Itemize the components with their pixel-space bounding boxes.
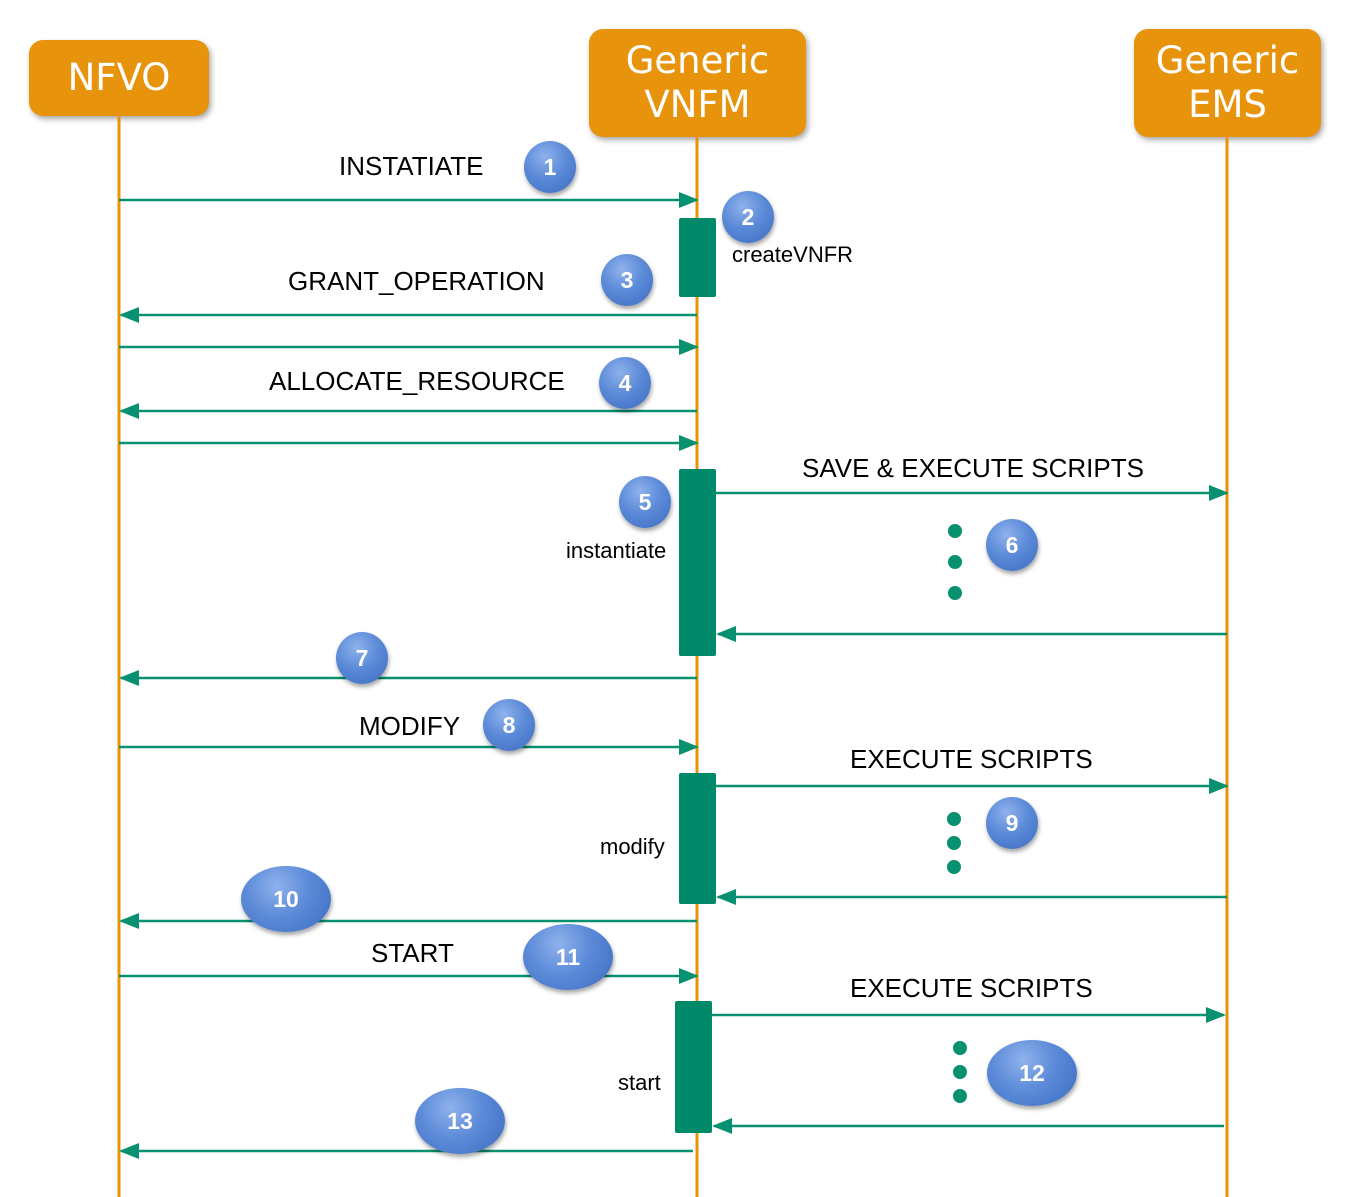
step-badge-10: 10 (241, 866, 331, 932)
ellipsis-dot (953, 1089, 967, 1103)
step-badge-7: 7 (336, 632, 388, 684)
step-badge-12: 12 (987, 1040, 1077, 1106)
message-label-save-execute-scripts: SAVE & EXECUTE SCRIPTS (802, 453, 1144, 483)
step-badge-1: 1 (524, 141, 576, 193)
step-badge-9: 9 (986, 797, 1038, 849)
message-label-modify: MODIFY (359, 711, 461, 741)
message-label-allocate-resource: ALLOCATE_RESOURCE (269, 366, 565, 396)
step-badge-3: 3 (601, 254, 653, 306)
message-label-execute-scripts-2: EXECUTE SCRIPTS (850, 973, 1093, 1003)
step-badge-6: 6 (986, 519, 1038, 571)
message-label-start: START (371, 938, 454, 968)
actor-generic-ems: Generic EMS (1134, 29, 1321, 137)
step-badge-5: 5 (619, 476, 671, 528)
step-badge-2: 2 (722, 191, 774, 243)
message-label-grant-operation: GRANT_OPERATION (288, 266, 545, 296)
message-label-execute-scripts-1: EXECUTE SCRIPTS (850, 744, 1093, 774)
actor-generic-vnfm: Generic VNFM (589, 29, 806, 137)
activation-modify (679, 773, 716, 904)
ellipsis-dot (947, 812, 961, 826)
ellipsis-dot (947, 860, 961, 874)
step-badge-8: 8 (483, 699, 535, 751)
step-badge-13: 13 (415, 1088, 505, 1154)
activation-create-vnfr (679, 218, 716, 297)
ellipsis-dot (948, 524, 962, 538)
ellipsis-dot (953, 1065, 967, 1079)
actor-nfvo: NFVO (29, 40, 209, 116)
activation-start (675, 1001, 712, 1133)
ellipsis-dot (948, 555, 962, 569)
step-badge-4: 4 (599, 357, 651, 409)
ellipsis-dot (947, 836, 961, 850)
activation-label-create-vnfr: createVNFR (732, 242, 854, 267)
message-label-instantiate: INSTATIATE (339, 151, 484, 181)
activation-label-modify: modify (600, 834, 665, 859)
activation-label-start: start (618, 1070, 661, 1095)
step-badge-11: 11 (523, 924, 613, 990)
activation-instantiate (679, 469, 716, 656)
ellipsis-dot (953, 1041, 967, 1055)
ellipsis-dot (948, 586, 962, 600)
activation-label-instantiate: instantiate (566, 538, 667, 563)
